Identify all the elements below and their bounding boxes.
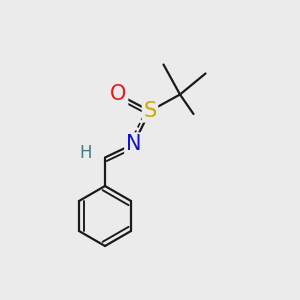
Text: O: O [110, 85, 127, 104]
Text: N: N [126, 134, 141, 154]
Text: H: H [79, 144, 92, 162]
Text: S: S [143, 101, 157, 121]
